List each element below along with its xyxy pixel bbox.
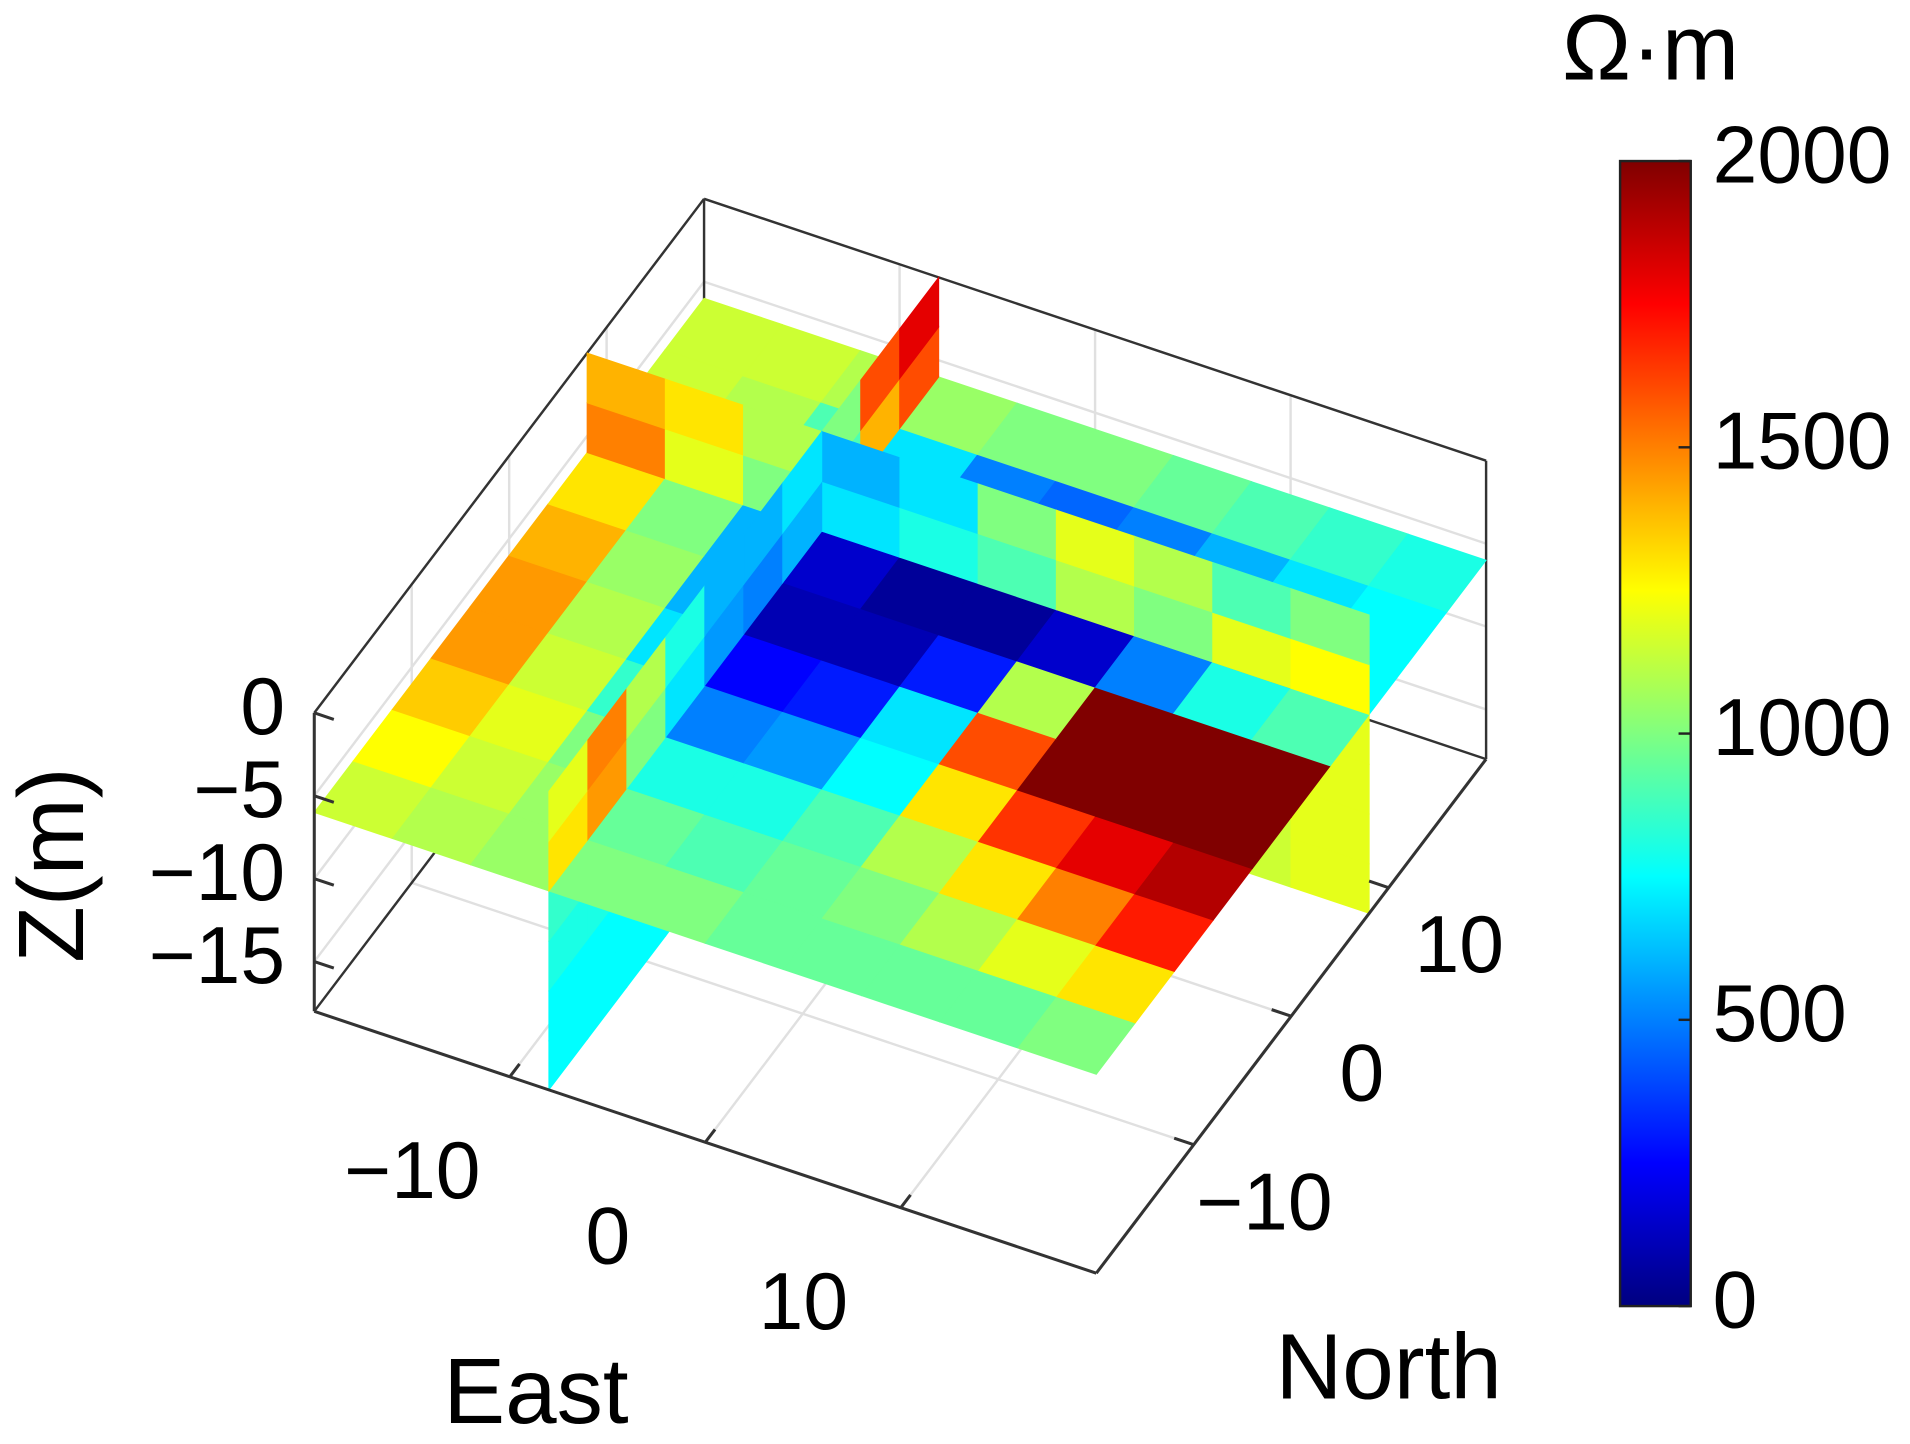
y-tick-label: 0 <box>1339 1029 1384 1119</box>
y-tick <box>1271 1008 1292 1018</box>
colorbar-tick-label: 1500 <box>1713 397 1892 487</box>
axis-box-edge <box>313 198 706 714</box>
z-tick-label: −15 <box>149 911 285 1001</box>
slice-cell <box>899 275 940 380</box>
colorbar-tick-label: 1000 <box>1713 683 1892 773</box>
x-tick <box>899 1193 912 1209</box>
z-tick-label: −5 <box>193 745 285 835</box>
x-tick <box>508 1063 521 1078</box>
x-axis-label: East <box>443 1339 628 1443</box>
slice-cell <box>1368 533 1487 613</box>
z-tick-label: −10 <box>149 828 285 918</box>
axis-box-edge <box>313 1009 1097 1275</box>
axis-box-edge <box>703 197 1487 462</box>
grid-line <box>411 881 1195 1146</box>
slice-cell <box>1290 588 1370 666</box>
z-tick <box>313 794 335 804</box>
y-axis-label: North <box>1275 1315 1501 1419</box>
y-tick <box>1368 879 1390 890</box>
colorbar-tick-label: 500 <box>1713 969 1847 1059</box>
z-tick <box>313 960 335 970</box>
y-tick-label: −10 <box>1196 1157 1332 1247</box>
z-tick <box>313 711 335 721</box>
z-tick <box>313 877 335 887</box>
y-tick-label: 10 <box>1415 900 1504 990</box>
slice-cell <box>782 430 823 535</box>
x-tick-label: 0 <box>585 1191 630 1281</box>
x-tick-label: 10 <box>759 1257 848 1347</box>
y-tick <box>1173 1136 1195 1147</box>
z-tick-label: 0 <box>240 662 285 752</box>
grid-line <box>313 280 706 797</box>
slices <box>313 275 1487 1092</box>
x-tick <box>704 1128 717 1144</box>
grid-line <box>703 280 1487 545</box>
x-tick-label: −10 <box>344 1126 480 1216</box>
colorbar-label: Ω·m <box>1562 0 1739 100</box>
z-axis-label: Z(m) <box>0 767 103 962</box>
colorbar-tick-label: 2000 <box>1713 110 1892 200</box>
colorbar-tick-label: 0 <box>1713 1255 1758 1345</box>
